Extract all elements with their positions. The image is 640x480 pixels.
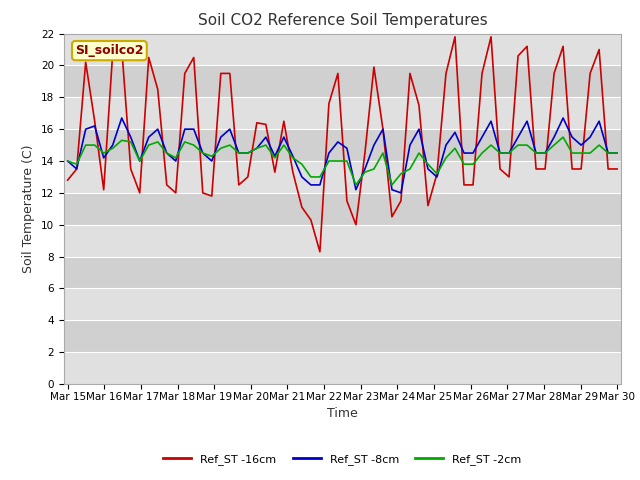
Title: Soil CO2 Reference Soil Temperatures: Soil CO2 Reference Soil Temperatures	[198, 13, 487, 28]
X-axis label: Time: Time	[327, 407, 358, 420]
Bar	[64, 320, 621, 352]
Legend: Ref_ST -16cm, Ref_ST -8cm, Ref_ST -2cm: Ref_ST -16cm, Ref_ST -8cm, Ref_ST -2cm	[159, 450, 526, 469]
Bar	[64, 34, 621, 65]
Bar	[64, 65, 621, 97]
Bar	[64, 225, 621, 257]
Bar	[64, 257, 621, 288]
Y-axis label: Soil Temperature (C): Soil Temperature (C)	[22, 144, 35, 273]
Bar	[64, 129, 621, 161]
Bar	[64, 161, 621, 193]
Bar	[64, 97, 621, 129]
Bar	[64, 193, 621, 225]
Text: SI_soilco2: SI_soilco2	[75, 44, 143, 57]
Bar	[64, 288, 621, 320]
Bar	[64, 352, 621, 384]
